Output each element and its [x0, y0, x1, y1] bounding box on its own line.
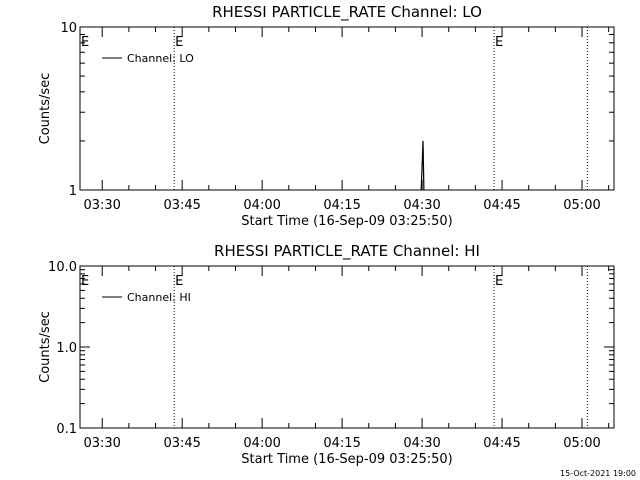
y-tick-label-bottom: 0.1 [56, 422, 77, 437]
chart-title-top: RHESSI PARTICLE_RATE Channel: LO [212, 3, 482, 22]
x-tick-label-bottom: 04:00 [243, 436, 280, 451]
x-tick-label-top: 05:00 [563, 198, 600, 213]
y-tick-label-bottom: 10.0 [48, 260, 77, 275]
event-marker-label-top: E [495, 35, 503, 50]
chart-title-bottom: RHESSI PARTICLE_RATE Channel: HI [214, 242, 480, 261]
y-axis-label-bottom: Counts/sec [38, 311, 53, 383]
timestamp-label: 15-Oct-2021 19:00 [560, 469, 636, 478]
x-tick-label-top: 04:30 [403, 198, 440, 213]
legend-label-bottom: Channel: HI [127, 291, 191, 304]
plot-frame-top [79, 26, 615, 191]
x-tick-label-bottom: 03:45 [163, 436, 200, 451]
event-marker-label-top: E [175, 35, 183, 50]
y-axis-label-top: Counts/sec [38, 73, 53, 145]
x-tick-label-top: 04:00 [243, 198, 280, 213]
event-marker-label-bottom: E [495, 274, 503, 289]
x-tick-label-bottom: 04:45 [483, 436, 520, 451]
y-tick-label-top: 1 [69, 184, 77, 199]
legend-label-top: Channel: LO [127, 52, 194, 65]
x-axis-label-top: Start Time (16-Sep-09 03:25:50) [241, 214, 452, 229]
x-tick-label-bottom: 04:30 [403, 436, 440, 451]
x-tick-label-top: 03:45 [163, 198, 200, 213]
event-marker-label-bottom: E [175, 274, 183, 289]
x-tick-label-bottom: 05:00 [563, 436, 600, 451]
x-tick-label-top: 03:30 [83, 198, 120, 213]
edge-marker-label-bottom: E [81, 274, 89, 289]
x-tick-label-top: 04:45 [483, 198, 520, 213]
x-axis-label-bottom: Start Time (16-Sep-09 03:25:50) [241, 452, 452, 467]
x-tick-label-bottom: 03:30 [83, 436, 120, 451]
y-tick-label-bottom: 1.0 [56, 341, 77, 356]
x-tick-label-bottom: 04:15 [323, 436, 360, 451]
series-line-top [420, 140, 425, 191]
x-tick-label-top: 04:15 [323, 198, 360, 213]
edge-marker-label-top: E [81, 35, 89, 50]
y-tick-label-top: 10 [60, 21, 77, 36]
